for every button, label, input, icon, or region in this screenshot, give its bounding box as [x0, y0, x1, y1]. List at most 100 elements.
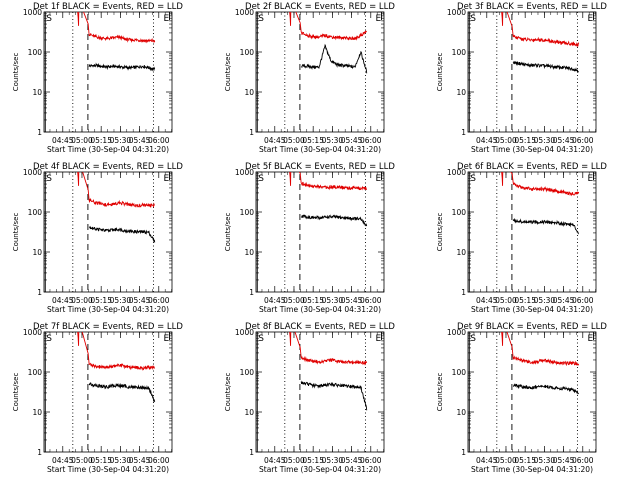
end-marker-label: E: [163, 14, 169, 24]
x-tick-label: 05:15: [514, 136, 536, 145]
y-tick-label: 10: [456, 248, 466, 257]
x-tick-label: 06:00: [572, 456, 594, 465]
y-tick-label: 100: [28, 208, 43, 217]
x-tick-label: 05:30: [534, 456, 556, 465]
detector-panel: Det 9f BLACK = Events, RED = LLD 1 10 100 10…: [436, 322, 607, 474]
x-tick-label: 05:00: [495, 136, 517, 145]
x-tick-label: 05:30: [110, 296, 132, 305]
x-tick-label: 05:45: [553, 136, 575, 145]
y-axis-label: Counts/sec: [12, 373, 20, 412]
y-axis-label: Counts/sec: [436, 53, 444, 92]
y-tick-label: 100: [452, 208, 467, 217]
detector-panel: Det 8f BLACK = Events, RED = LLD 1 10 100 10…: [224, 322, 395, 474]
x-tick-label: 04:45: [476, 296, 498, 305]
lld-series-line: [289, 172, 368, 191]
y-axis-label: Counts/sec: [12, 53, 20, 92]
y-tick-label: 100: [240, 208, 255, 217]
detector-panel: Det 1f BLACK = Events, RED = LLD 1 10 100 10…: [12, 2, 183, 154]
events-series-line: [88, 225, 156, 243]
y-tick-label: 10: [244, 88, 254, 97]
panel-title: Det 5f BLACK = Events, RED = LLD: [245, 162, 395, 172]
x-tick-label: 04:45: [52, 136, 74, 145]
x-tick-label: 05:00: [495, 296, 517, 305]
events-series-line: [512, 217, 579, 235]
lld-series-line: [501, 332, 580, 367]
x-axis-label: Start Time (30-Sep-04 04:31:20): [47, 465, 169, 474]
start-marker-label: S: [470, 14, 476, 24]
y-axis-label: Counts/sec: [436, 373, 444, 412]
plot-frame: [43, 171, 173, 293]
start-marker-label: S: [258, 334, 264, 344]
y-tick-label: 100: [28, 368, 43, 377]
events-series-line: [88, 62, 156, 72]
x-tick-label: 05:45: [553, 296, 575, 305]
y-tick-label: 1: [37, 128, 42, 137]
start-marker-label: S: [46, 14, 52, 24]
x-tick-label: 04:45: [264, 456, 286, 465]
y-tick-label: 1: [461, 448, 466, 457]
x-tick-label: 05:00: [71, 456, 93, 465]
x-tick-label: 06:00: [572, 296, 594, 305]
x-tick-label: 06:00: [572, 136, 594, 145]
panel-title: Det 4f BLACK = Events, RED = LLD: [33, 162, 183, 172]
y-tick-label: 1: [249, 288, 254, 297]
detector-panel: Det 5f BLACK = Events, RED = LLD 1 10 100 10…: [224, 162, 395, 314]
y-tick-label: 10: [32, 88, 42, 97]
y-tick-label: 1: [461, 288, 466, 297]
x-axis-label: Start Time (30-Sep-04 04:31:20): [259, 305, 381, 314]
lld-series-line: [77, 12, 156, 44]
x-tick-label: 05:30: [534, 136, 556, 145]
x-tick-label: 05:30: [534, 296, 556, 305]
y-axis-label: Counts/sec: [224, 373, 232, 412]
y-tick-label: 1: [37, 288, 42, 297]
x-tick-label: 06:00: [148, 136, 170, 145]
x-tick-label: 06:00: [148, 456, 170, 465]
plot-frame: [255, 11, 385, 133]
y-tick-label: 10: [32, 408, 42, 417]
end-marker-label: E: [587, 14, 593, 24]
y-axis-label: Counts/sec: [436, 213, 444, 252]
x-tick-label: 06:00: [360, 296, 382, 305]
x-tick-label: 06:00: [148, 296, 170, 305]
events-series-line: [512, 60, 579, 73]
end-marker-label: E: [587, 174, 593, 184]
lld-series-line: [289, 12, 368, 41]
y-tick-label: 10: [32, 248, 42, 257]
panel-title: Det 7f BLACK = Events, RED = LLD: [33, 322, 183, 332]
y-tick-label: 10: [456, 408, 466, 417]
detector-panel: Det 6f BLACK = Events, RED = LLD 1 10 100 10…: [436, 162, 607, 314]
x-tick-label: 05:15: [90, 296, 112, 305]
x-axis-label: Start Time (30-Sep-04 04:31:20): [47, 145, 169, 154]
plot-frame: [467, 171, 597, 293]
end-marker-label: E: [375, 14, 381, 24]
x-tick-label: 05:30: [322, 136, 344, 145]
lld-series-line: [77, 172, 155, 208]
y-tick-label: 1: [461, 128, 466, 137]
x-tick-label: 05:15: [90, 456, 112, 465]
y-tick-label: 1: [249, 128, 254, 137]
x-tick-label: 05:45: [129, 456, 151, 465]
plot-frame: [255, 171, 385, 293]
x-tick-label: 04:45: [264, 136, 286, 145]
end-marker-label: E: [375, 174, 381, 184]
panel-title: Det 9f BLACK = Events, RED = LLD: [457, 322, 607, 332]
y-tick-label: 10: [456, 88, 466, 97]
x-tick-label: 05:00: [71, 136, 93, 145]
y-tick-label: 1000: [447, 328, 466, 337]
x-tick-label: 05:30: [322, 296, 344, 305]
x-tick-label: 05:45: [129, 296, 151, 305]
x-axis-label: Start Time (30-Sep-04 04:31:20): [471, 305, 593, 314]
x-tick-label: 05:00: [283, 456, 305, 465]
panel-title: Det 2f BLACK = Events, RED = LLD: [245, 2, 395, 12]
y-tick-label: 100: [452, 368, 467, 377]
x-axis-label: Start Time (30-Sep-04 04:31:20): [471, 145, 593, 154]
x-tick-label: 04:45: [52, 456, 74, 465]
x-tick-label: 05:00: [283, 296, 305, 305]
end-marker-label: E: [163, 334, 169, 344]
x-tick-label: 05:15: [302, 456, 324, 465]
y-tick-label: 100: [240, 48, 255, 57]
y-tick-label: 10: [244, 408, 254, 417]
y-tick-label: 1000: [235, 168, 254, 177]
y-axis-label: Counts/sec: [12, 213, 20, 252]
lld-series-line: [501, 12, 580, 47]
